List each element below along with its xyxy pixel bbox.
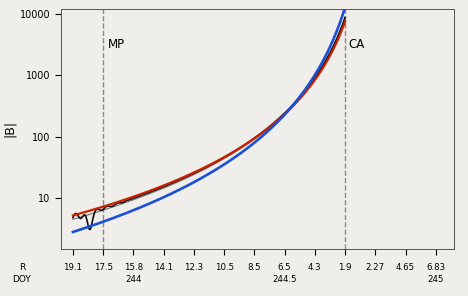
Text: 10.5: 10.5 (214, 263, 234, 271)
Text: 17.5: 17.5 (94, 263, 113, 271)
Text: 14.1: 14.1 (154, 263, 173, 271)
Text: 15.8: 15.8 (124, 263, 143, 271)
Text: 8.5: 8.5 (248, 263, 261, 271)
Text: MP: MP (108, 38, 125, 51)
Text: 4.3: 4.3 (308, 263, 322, 271)
Text: 4.65: 4.65 (396, 263, 415, 271)
Text: R: R (19, 263, 25, 271)
Text: 6.5: 6.5 (278, 263, 292, 271)
Text: 1.9: 1.9 (338, 263, 352, 271)
Text: 244.5: 244.5 (272, 275, 297, 284)
Text: 19.1: 19.1 (64, 263, 82, 271)
Text: 12.3: 12.3 (184, 263, 204, 271)
Text: 244: 244 (125, 275, 142, 284)
Text: 2.27: 2.27 (366, 263, 385, 271)
Text: 6.83: 6.83 (426, 263, 446, 271)
Y-axis label: |B|: |B| (3, 120, 15, 137)
Text: CA: CA (349, 38, 365, 51)
Text: DOY: DOY (13, 275, 31, 284)
Text: 245: 245 (428, 275, 444, 284)
